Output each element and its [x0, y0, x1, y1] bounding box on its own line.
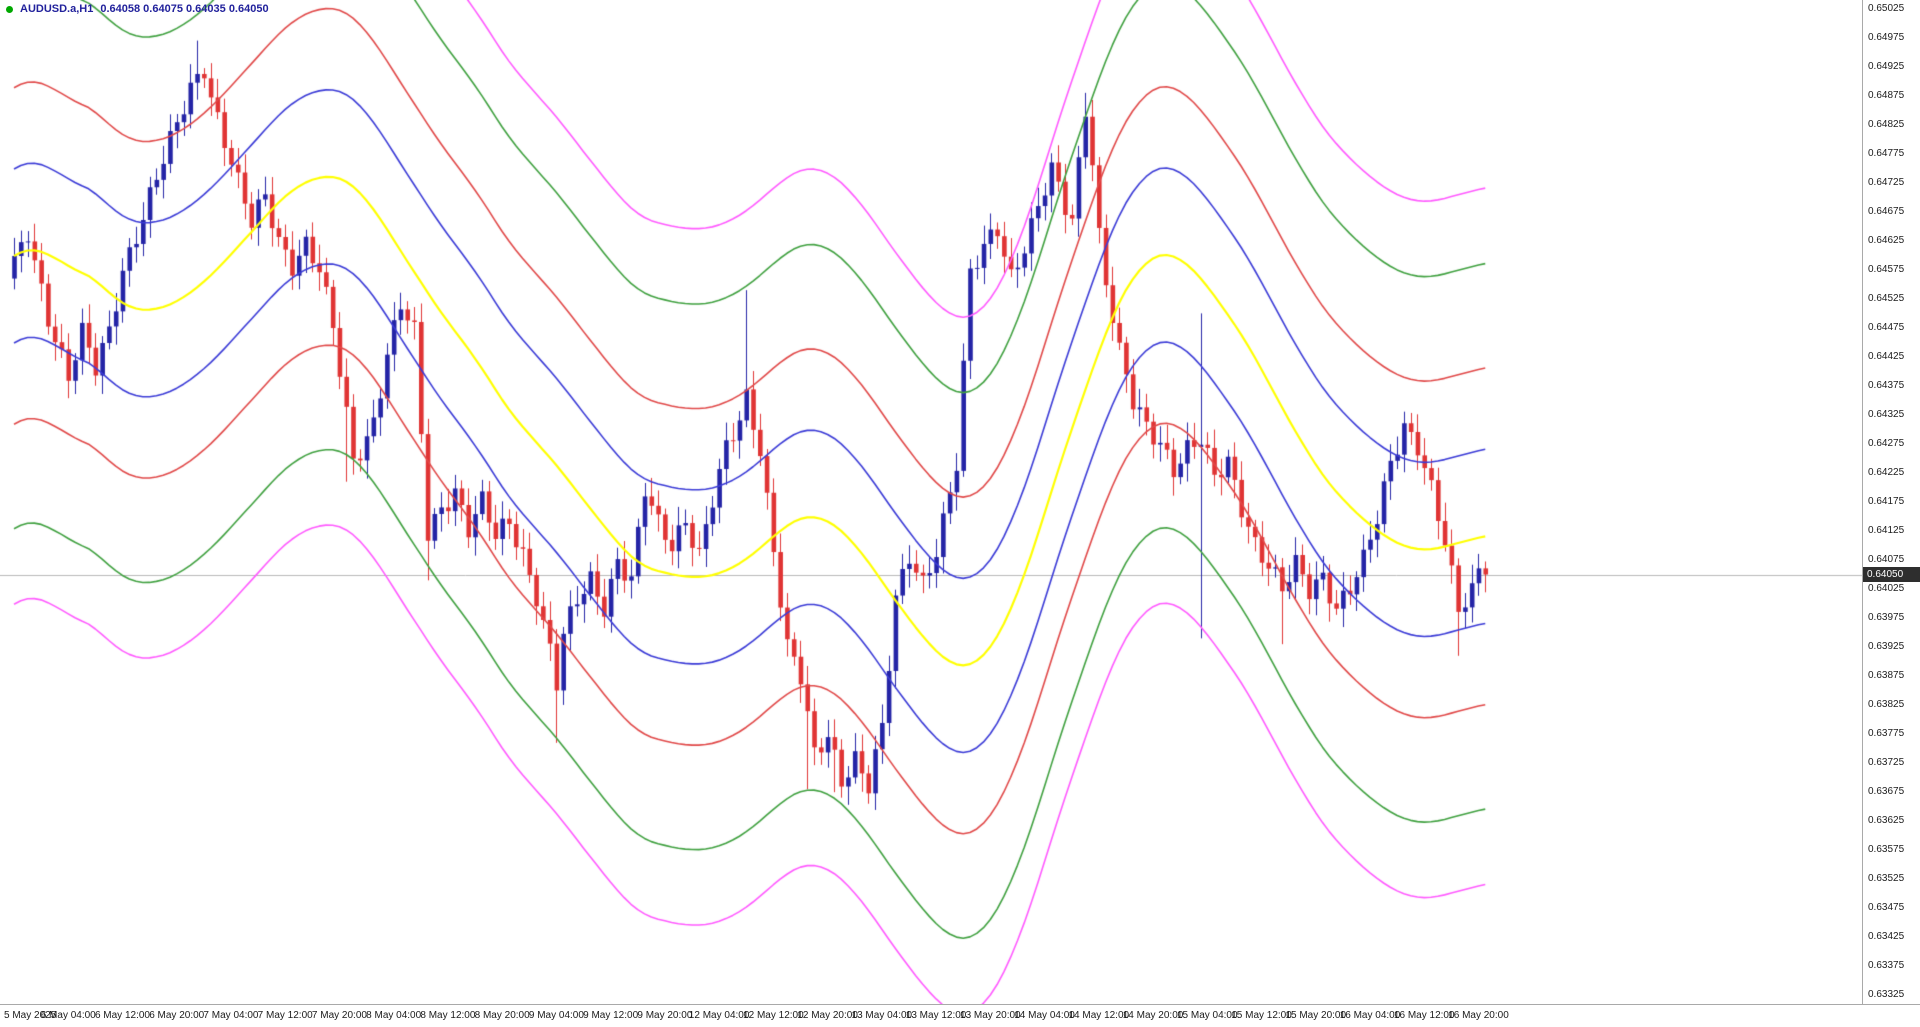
time-tick-label: 15 May 04:00 — [1176, 1010, 1238, 1021]
price-tick-label: 0.64925 — [1868, 60, 1905, 72]
price-tick-label: 0.63425 — [1868, 931, 1905, 943]
time-tick-label: 14 May 04:00 — [1014, 1010, 1075, 1021]
price-tick-label: 0.64225 — [1868, 466, 1905, 478]
price-tick-label: 0.64125 — [1868, 525, 1905, 537]
price-tick-label: 0.64325 — [1868, 408, 1905, 420]
time-tick-label: 16 May 04:00 — [1339, 1010, 1401, 1021]
ohlc-quote-label: 0.64058 0.64075 0.64035 0.64050 — [100, 3, 269, 15]
price-tick-label: 0.63375 — [1868, 960, 1905, 972]
price-tick-label: 0.64075 — [1868, 554, 1905, 566]
price-tick-label: 0.63475 — [1868, 902, 1905, 914]
time-tick-label: 8 May 12:00 — [420, 1010, 476, 1021]
price-tick-label: 0.64525 — [1868, 292, 1905, 304]
price-tick-label: 0.63325 — [1868, 989, 1905, 1001]
price-tick-label: 0.64975 — [1868, 31, 1905, 43]
price-tick-label: 0.64025 — [1868, 583, 1905, 595]
current-price-value: 0.64050 — [1867, 568, 1904, 580]
time-tick-label: 9 May 04:00 — [528, 1010, 584, 1021]
time-tick-label: 12 May 12:00 — [743, 1010, 804, 1021]
price-tick-label: 0.63575 — [1868, 844, 1905, 856]
time-tick-label: 7 May 12:00 — [257, 1010, 313, 1021]
price-tick-label: 0.64575 — [1868, 263, 1905, 275]
price-tick-label: 0.64425 — [1868, 350, 1905, 362]
price-tick-label: 0.64375 — [1868, 379, 1905, 391]
price-tick-label: 0.63625 — [1868, 815, 1905, 827]
price-tick-label: 0.63925 — [1868, 641, 1905, 653]
price-tick-label: 0.64475 — [1868, 321, 1905, 333]
time-tick-label: 15 May 20:00 — [1285, 1010, 1347, 1021]
time-tick-label: 16 May 12:00 — [1393, 1010, 1455, 1021]
time-tick-label: 8 May 20:00 — [474, 1010, 530, 1021]
time-tick-label: 14 May 12:00 — [1068, 1010, 1130, 1021]
price-tick-label: 0.64875 — [1868, 89, 1905, 101]
time-tick-label: 6 May 12:00 — [94, 1010, 150, 1021]
time-tick-label: 6 May 04:00 — [40, 1010, 96, 1021]
time-tick-label: 5 May 2025 — [4, 1010, 57, 1021]
candlestick-chart[interactable] — [0, 0, 1862, 1004]
price-tick-label: 0.64675 — [1868, 205, 1905, 217]
time-tick-label: 13 May 20:00 — [960, 1010, 1021, 1021]
time-tick-label: 14 May 20:00 — [1122, 1010, 1184, 1021]
time-tick-label: 7 May 20:00 — [311, 1010, 367, 1021]
time-tick-label: 9 May 12:00 — [583, 1010, 639, 1021]
time-tick-label: 12 May 20:00 — [797, 1010, 858, 1021]
time-tick-label: 9 May 20:00 — [637, 1010, 693, 1021]
symbol-status-icon — [6, 5, 13, 13]
time-tick-label: 16 May 20:00 — [1448, 1010, 1509, 1021]
price-tick-label: 0.64825 — [1868, 118, 1905, 130]
price-tick-label: 0.64175 — [1868, 496, 1905, 507]
time-tick-label: 6 May 20:00 — [149, 1010, 205, 1021]
price-tick-label: 0.64725 — [1868, 176, 1905, 188]
time-tick-label: 13 May 04:00 — [851, 1010, 913, 1021]
price-tick-label: 0.64775 — [1868, 147, 1905, 159]
price-tick-label: 0.63675 — [1868, 786, 1905, 798]
time-tick-label: 15 May 12:00 — [1231, 1010, 1292, 1021]
time-axis[interactable]: 5 May 2025 6 May 04:00 6 May 12:00 6 May 20… — [0, 1004, 1920, 1027]
time-tick-label: 13 May 12:00 — [905, 1010, 967, 1021]
time-tick-label: 7 May 04:00 — [203, 1010, 259, 1021]
current-price-badge: 0.64050 — [1863, 566, 1920, 582]
price-tick-label: 0.63525 — [1868, 873, 1905, 885]
price-tick-label: 0.63775 — [1868, 728, 1905, 740]
time-tick-label: 12 May 04:00 — [688, 1010, 750, 1021]
price-tick-label: 0.64625 — [1868, 234, 1905, 246]
price-tick-label: 0.63725 — [1868, 757, 1905, 769]
chart-legend: AUDUSD.a,H1 0.64058 0.64075 0.64035 0.64… — [6, 3, 269, 15]
price-axis[interactable]: 0.65025 0.64975 0.64925 0.64875 0.64825 0.647… — [1862, 0, 1920, 1004]
price-tick-label: 0.63975 — [1868, 612, 1905, 624]
price-tick-label: 0.65025 — [1868, 2, 1905, 14]
symbol-timeframe-label: AUDUSD.a,H1 — [20, 3, 94, 15]
price-tick-label: 0.63825 — [1868, 699, 1905, 711]
price-tick-label: 0.63875 — [1868, 670, 1905, 682]
price-tick-label: 0.64275 — [1868, 437, 1905, 449]
time-tick-label: 8 May 04:00 — [366, 1010, 422, 1021]
